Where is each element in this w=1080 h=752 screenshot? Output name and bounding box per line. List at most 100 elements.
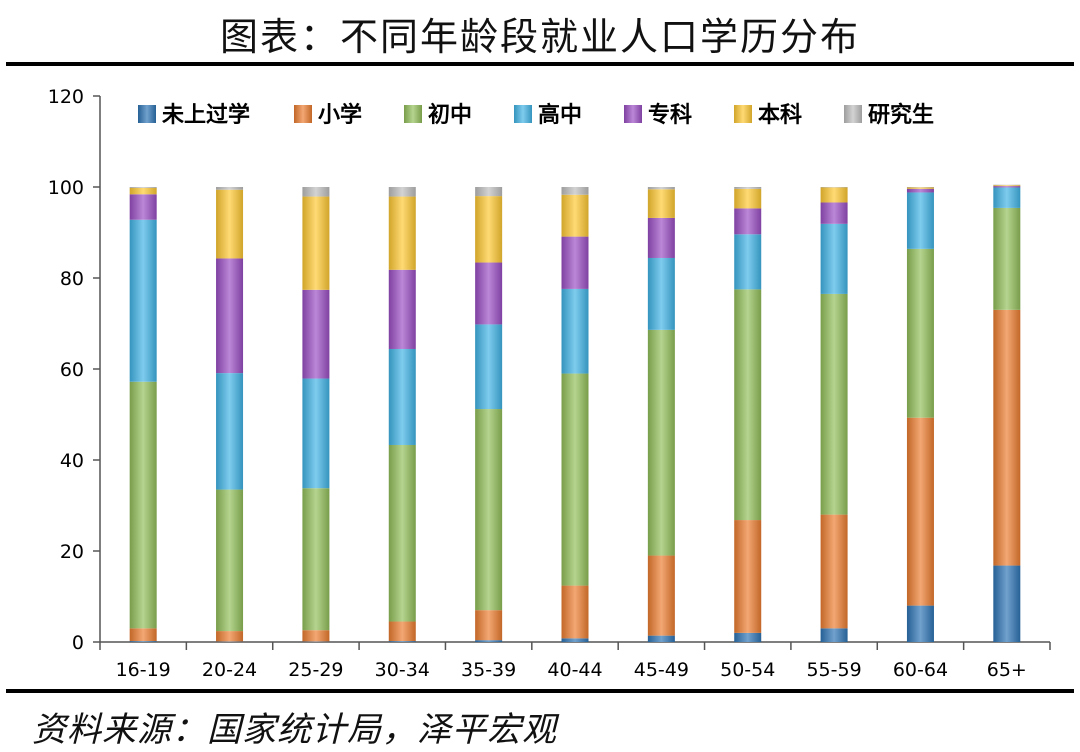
- bar-segment: [734, 188, 762, 209]
- bar-segment: [820, 293, 848, 515]
- x-tick-label: 25-29: [288, 659, 343, 681]
- bar-segment: [906, 192, 934, 249]
- bar-segment: [906, 187, 934, 189]
- bar-segment: [820, 187, 848, 203]
- legend-swatch: [138, 105, 156, 123]
- y-tick-label: 60: [60, 359, 84, 381]
- x-tick-label: 60-64: [893, 659, 948, 681]
- bar-segment: [216, 189, 244, 259]
- bar-segment: [561, 194, 589, 237]
- bar-segment: [475, 610, 503, 641]
- legend-swatch: [404, 105, 422, 123]
- bar-segment: [734, 289, 762, 521]
- bar-segment: [561, 373, 589, 586]
- legend-label: 研究生: [868, 102, 934, 128]
- bar-segment: [475, 409, 503, 611]
- bar-segment: [388, 621, 416, 642]
- bar-segment: [302, 289, 330, 379]
- bar-segment: [993, 207, 1021, 310]
- source-rule: [6, 689, 1074, 693]
- bar-segment: [302, 630, 330, 642]
- x-tick-label: 50-54: [720, 659, 775, 681]
- legend-swatch: [514, 105, 532, 123]
- bar-segment: [734, 632, 762, 642]
- bar-segment: [561, 288, 589, 374]
- bar-segment: [302, 187, 330, 197]
- x-tick-label: 35-39: [461, 659, 516, 681]
- bar-segment: [820, 202, 848, 224]
- legend-swatch: [844, 105, 862, 123]
- bars: [129, 184, 1021, 642]
- bar-segment: [734, 234, 762, 290]
- bar-segment: [302, 488, 330, 631]
- stacked-bar-chart: 0 20 40 60 80 100 120 16-19 20-24 25-29 30-34 35-3…: [48, 86, 1051, 681]
- legend-swatch: [294, 105, 312, 123]
- bar-segment: [302, 196, 330, 290]
- bar-segment: [906, 188, 934, 193]
- legend-label: 本科: [758, 103, 802, 128]
- source-note: 资料来源：国家统计局，泽平宏观: [32, 710, 557, 750]
- y-tick-label: 100: [48, 177, 84, 199]
- bar-segment: [475, 262, 503, 325]
- bar-segment: [647, 555, 675, 636]
- bar-segment: [993, 187, 1021, 208]
- chart-title: 图表：不同年龄段就业人口学历分布: [219, 15, 860, 59]
- bar-segment: [129, 641, 157, 642]
- bar-segment: [129, 194, 157, 220]
- bar-segment: [388, 187, 416, 197]
- bar-segment: [475, 640, 503, 642]
- legend-label: 未上过学: [162, 102, 250, 128]
- x-tick-label: 20-24: [202, 659, 257, 681]
- legend: 未上过学 小学 初中 高中 专科 本科 研究生: [138, 102, 934, 128]
- bar-segment: [561, 187, 589, 195]
- y-tick-label: 20: [60, 541, 84, 563]
- y-tick-label: 0: [72, 632, 84, 654]
- bar-segment: [820, 223, 848, 294]
- bar-segment: [561, 236, 589, 289]
- bar-segment: [129, 381, 157, 629]
- bar-segment: [734, 187, 762, 189]
- bar-segment: [475, 187, 503, 197]
- bar-segment: [302, 378, 330, 489]
- bar-segment: [820, 514, 848, 629]
- bar-segment: [561, 585, 589, 639]
- bar-segment: [216, 631, 244, 642]
- bar-segment: [993, 565, 1021, 642]
- title-rule: [6, 62, 1074, 66]
- bar-segment: [475, 196, 503, 263]
- bar-segment: [906, 605, 934, 642]
- x-tick-label: 16-19: [116, 659, 171, 681]
- y-tick-label: 40: [60, 450, 84, 472]
- bar-segment: [388, 348, 416, 445]
- x-tick-label: 55-59: [806, 659, 861, 681]
- x-tick-label: 30-34: [375, 659, 430, 681]
- bar-segment: [216, 373, 244, 490]
- bar-segment: [906, 417, 934, 606]
- bar-segment: [388, 269, 416, 349]
- bar-segment: [388, 196, 416, 270]
- bar-segment: [388, 444, 416, 622]
- legend-swatch: [734, 105, 752, 123]
- x-tick-label: 65+: [987, 659, 1027, 681]
- bar-segment: [820, 628, 848, 642]
- bar-segment: [647, 329, 675, 556]
- bar-segment: [129, 628, 157, 642]
- bar-segment: [647, 257, 675, 330]
- y-axis: 0 20 40 60 80 100 120: [48, 86, 101, 654]
- bar-segment: [647, 189, 675, 218]
- bar-segment: [906, 248, 934, 418]
- x-axis: 16-19 20-24 25-29 30-34 35-39 40-44 45-49 50-54…: [99, 641, 1051, 681]
- legend-label: 初中: [428, 102, 472, 128]
- bar-segment: [734, 208, 762, 235]
- legend-swatch: [624, 105, 642, 123]
- bar-segment: [475, 324, 503, 410]
- y-tick-label: 80: [60, 268, 84, 290]
- bar-segment: [561, 638, 589, 642]
- bar-segment: [129, 187, 157, 195]
- bar-segment: [993, 309, 1021, 566]
- bar-segment: [129, 219, 157, 382]
- legend-label: 专科: [648, 102, 692, 128]
- x-tick-label: 40-44: [547, 659, 602, 681]
- bar-segment: [734, 520, 762, 633]
